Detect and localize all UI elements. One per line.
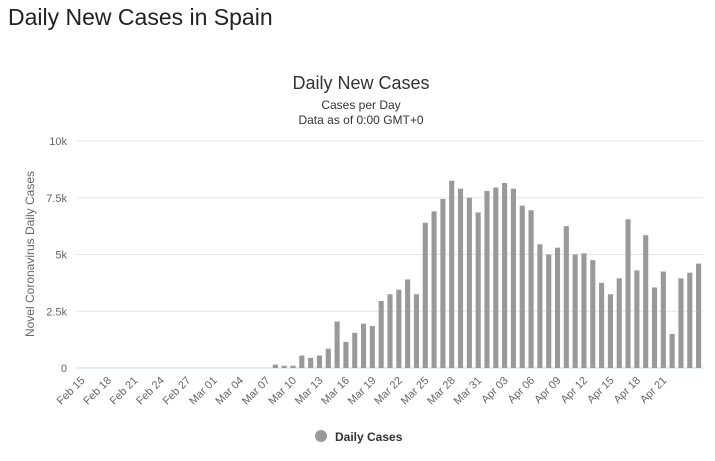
chart-subtitle-line-1: Cases per Day <box>321 98 400 112</box>
bar[interactable] <box>449 180 455 368</box>
bar[interactable] <box>316 355 323 368</box>
bar[interactable] <box>643 235 649 368</box>
x-tick-label: Mar 28 <box>425 375 458 408</box>
bar[interactable] <box>343 341 349 368</box>
bar[interactable] <box>299 355 305 368</box>
x-tick-label: Feb 27 <box>161 375 194 408</box>
bar[interactable] <box>484 190 490 368</box>
bar[interactable] <box>308 357 314 368</box>
bar[interactable] <box>616 278 622 368</box>
bar[interactable] <box>457 188 464 368</box>
bar[interactable] <box>387 294 393 368</box>
bar[interactable] <box>528 210 534 368</box>
bar[interactable] <box>625 219 631 368</box>
bar[interactable] <box>378 301 384 368</box>
bar[interactable] <box>431 211 437 368</box>
bar[interactable] <box>396 289 402 368</box>
y-tick-label: 2.5k <box>46 306 67 318</box>
bar[interactable] <box>440 198 446 368</box>
x-tick-label: Mar 10 <box>266 375 299 408</box>
bar[interactable] <box>290 365 296 368</box>
chart-subtitle-line-2: Data as of 0:00 GMT+0 <box>298 113 423 127</box>
x-tick-label: Feb 21 <box>108 375 141 408</box>
x-tick-label: Apr 18 <box>612 375 643 406</box>
bar[interactable] <box>510 188 516 368</box>
bar[interactable] <box>369 326 375 368</box>
x-tick-label: Mar 07 <box>240 375 273 408</box>
y-axis-ticks: 0 2.5k 5k 7.5k 10k <box>46 136 67 375</box>
bar[interactable] <box>599 282 605 369</box>
bar[interactable] <box>272 364 278 368</box>
x-tick-label: Apr 06 <box>506 375 537 406</box>
x-tick-label: Mar 22 <box>372 375 405 408</box>
bar[interactable] <box>634 270 640 368</box>
x-tick-label: Mar 13 <box>293 375 326 408</box>
bars-group <box>272 180 702 369</box>
bar[interactable] <box>669 333 675 368</box>
bar[interactable] <box>546 254 552 369</box>
x-tick-label: Feb 24 <box>134 375 167 408</box>
page-title: Daily New Cases in Spain <box>8 4 273 30</box>
bar[interactable] <box>405 279 411 368</box>
x-tick-label: Mar 25 <box>399 375 432 408</box>
x-tick-label: Mar 31 <box>452 375 485 408</box>
bar[interactable] <box>590 260 596 368</box>
bar[interactable] <box>554 247 561 368</box>
bar[interactable] <box>493 187 499 368</box>
bar[interactable] <box>352 332 358 368</box>
legend[interactable]: Daily Cases <box>315 430 403 444</box>
legend-label[interactable]: Daily Cases <box>335 430 403 444</box>
bar[interactable] <box>413 294 419 368</box>
bar[interactable] <box>537 244 543 368</box>
bar[interactable] <box>660 271 666 368</box>
bar[interactable] <box>281 365 287 368</box>
bar[interactable] <box>651 287 658 368</box>
x-tick-label: Feb 15 <box>55 375 88 408</box>
bar[interactable] <box>422 222 428 368</box>
y-tick-label: 10k <box>49 136 67 148</box>
x-tick-label: Apr 09 <box>532 375 563 406</box>
x-tick-label: Feb 18 <box>81 375 114 408</box>
x-tick-label: Mar 16 <box>319 375 352 408</box>
bar[interactable] <box>360 323 367 368</box>
x-tick-label: Apr 12 <box>559 375 590 406</box>
y-tick-label: 5k <box>55 250 67 262</box>
x-tick-label: Mar 01 <box>187 375 220 408</box>
bar[interactable] <box>581 253 587 368</box>
bar[interactable] <box>687 272 693 368</box>
bar[interactable] <box>519 205 525 368</box>
y-tick-label: 0 <box>61 363 67 375</box>
bar[interactable] <box>572 254 578 369</box>
chart-title: Daily New Cases <box>292 73 429 93</box>
x-tick-label: Apr 21 <box>638 375 669 406</box>
bar[interactable] <box>607 294 613 368</box>
bar[interactable] <box>475 212 481 369</box>
bar[interactable] <box>466 197 472 368</box>
bar[interactable] <box>325 348 331 368</box>
y-tick-label: 7.5k <box>46 193 67 205</box>
legend-marker <box>315 430 327 442</box>
x-tick-label: Apr 03 <box>479 375 510 406</box>
bar[interactable] <box>696 263 702 368</box>
x-tick-label: Apr 15 <box>585 375 616 406</box>
y-axis-title: Novel Coronavirus Daily Cases <box>23 171 37 337</box>
x-tick-label: Mar 04 <box>214 375 247 408</box>
bar[interactable] <box>678 278 684 368</box>
x-tick-label: Mar 19 <box>346 375 379 408</box>
bar[interactable] <box>334 321 340 368</box>
bar[interactable] <box>563 226 569 369</box>
bar[interactable] <box>502 183 508 368</box>
